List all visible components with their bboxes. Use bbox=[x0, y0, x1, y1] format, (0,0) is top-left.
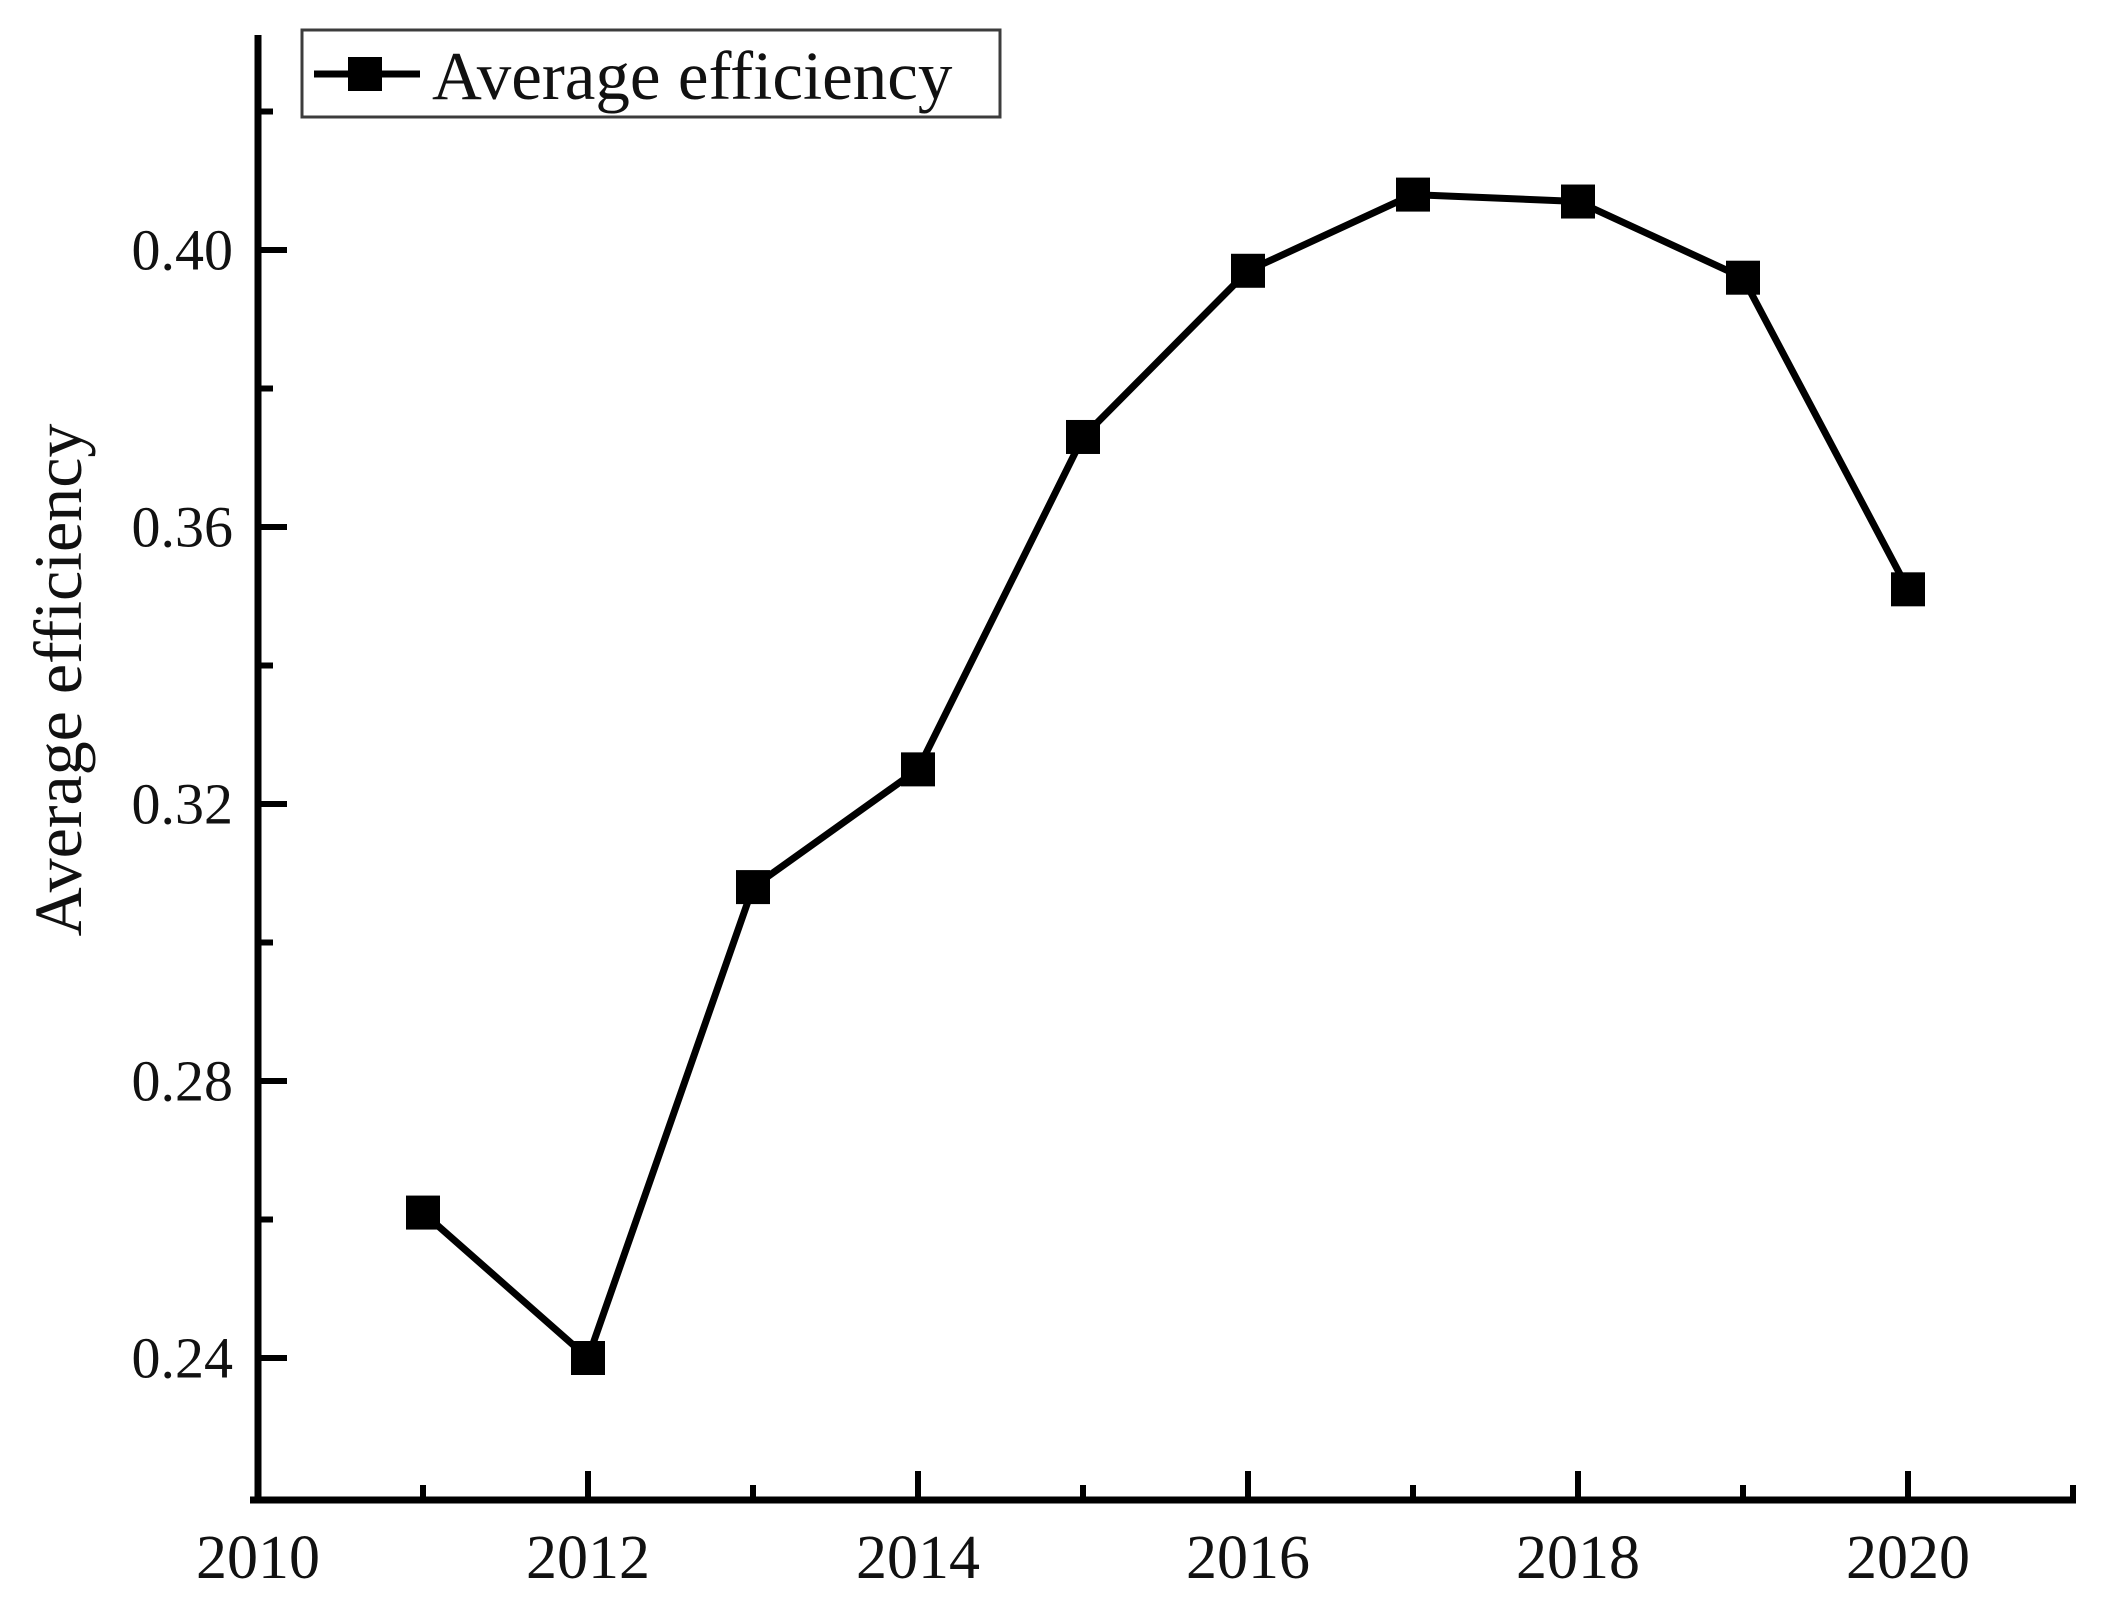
data-point-2016 bbox=[1231, 253, 1265, 288]
data-point-2014 bbox=[901, 752, 935, 787]
data-point-2020 bbox=[1891, 572, 1925, 607]
x-tick-label: 2020 bbox=[1846, 1524, 1970, 1592]
y-tick-label: 0.40 bbox=[132, 218, 234, 283]
legend: Average efficiency bbox=[300, 28, 1002, 119]
x-tick-label: 2018 bbox=[1516, 1524, 1640, 1592]
data-point-2019 bbox=[1726, 260, 1760, 295]
y-tick-label: 0.32 bbox=[132, 772, 234, 837]
data-point-2013 bbox=[736, 870, 770, 905]
x-tick-label: 2014 bbox=[856, 1524, 980, 1592]
y-tick-label: 0.28 bbox=[132, 1049, 234, 1114]
legend-square-marker-icon bbox=[348, 57, 382, 91]
y-tick-label: 0.24 bbox=[132, 1326, 234, 1391]
x-tick-label: 2012 bbox=[526, 1524, 650, 1592]
y-axis-title: Average efficiency bbox=[20, 424, 96, 937]
series-line bbox=[420, 191, 1912, 1362]
data-point-2011 bbox=[406, 1195, 440, 1230]
legend-label: Average efficiency bbox=[432, 38, 953, 114]
x-tick-label: 2016 bbox=[1186, 1524, 1310, 1592]
data-point-2015 bbox=[1066, 419, 1100, 454]
data-point-2017 bbox=[1396, 177, 1430, 212]
data-point-2018 bbox=[1561, 184, 1595, 219]
x-tick-label: 2010 bbox=[196, 1524, 320, 1592]
y-tick-label: 0.36 bbox=[132, 495, 234, 560]
plot-area: 0.24 0.28 0.32 0.36 0.40 2010 2012 2014 2016 2018… bbox=[132, 35, 2076, 1592]
data-point-2012 bbox=[571, 1341, 605, 1375]
